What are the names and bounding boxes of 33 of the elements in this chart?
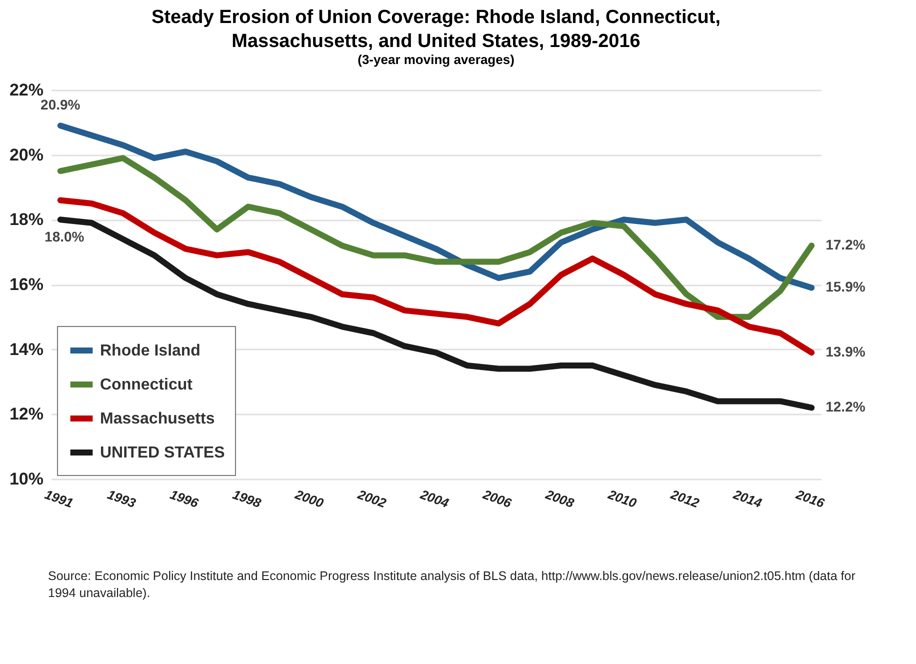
y-tick-label: 12%: [9, 404, 44, 424]
x-tick-label: 1998: [230, 486, 264, 511]
x-tick-label: 1993: [105, 486, 138, 511]
x-tick-label: 2006: [480, 486, 514, 511]
x-tick-label: 1991: [42, 486, 76, 511]
x-tick-label: 2008: [542, 486, 577, 511]
x-tick-label: 2004: [418, 486, 452, 511]
data-label: 17.2%: [826, 236, 866, 253]
data-label: 15.9%: [826, 278, 866, 295]
chart-subtitle: (3-year moving averages): [358, 52, 514, 67]
legend-label: Rhode Island: [100, 342, 200, 360]
x-tick-label: 2014: [730, 486, 765, 511]
x-tick-label: 2010: [605, 486, 640, 511]
legend-label: Connecticut: [100, 376, 194, 394]
y-tick-label: 22%: [9, 80, 44, 100]
y-tick-label: 10%: [9, 470, 44, 488]
x-tick-label: 2000: [292, 486, 326, 511]
data-label: 18.0%: [44, 228, 85, 245]
chart-title: Steady Erosion of Union Coverage: Rhode Island, Connecticut, Massachusetts, and United States, 1989-2016: [151, 7, 721, 52]
x-tick-label: 1996: [168, 486, 202, 511]
x-tick-label: 2016: [793, 486, 828, 511]
y-tick-label: 20%: [9, 145, 44, 164]
x-tick-label: 2002: [354, 486, 389, 511]
y-tick-label: 18%: [9, 210, 44, 230]
data-label: 20.9%: [40, 96, 81, 113]
data-label: 13.9%: [826, 344, 866, 360]
x-tick-label: 2012: [668, 486, 702, 511]
data-label: 12.2%: [826, 398, 866, 415]
legend-label: Massachusetts: [100, 410, 215, 428]
legend-label: UNITED STATES: [100, 444, 226, 462]
y-tick-label: 16%: [9, 275, 44, 294]
y-tick-label: 14%: [9, 340, 44, 359]
source-note: Source: Economic Policy Institute and Economic Progress Institute analysis of BLS data, http://www.bls.gov/news.release/union2.t05.htm (data for 1994 unavailable).: [48, 568, 856, 602]
